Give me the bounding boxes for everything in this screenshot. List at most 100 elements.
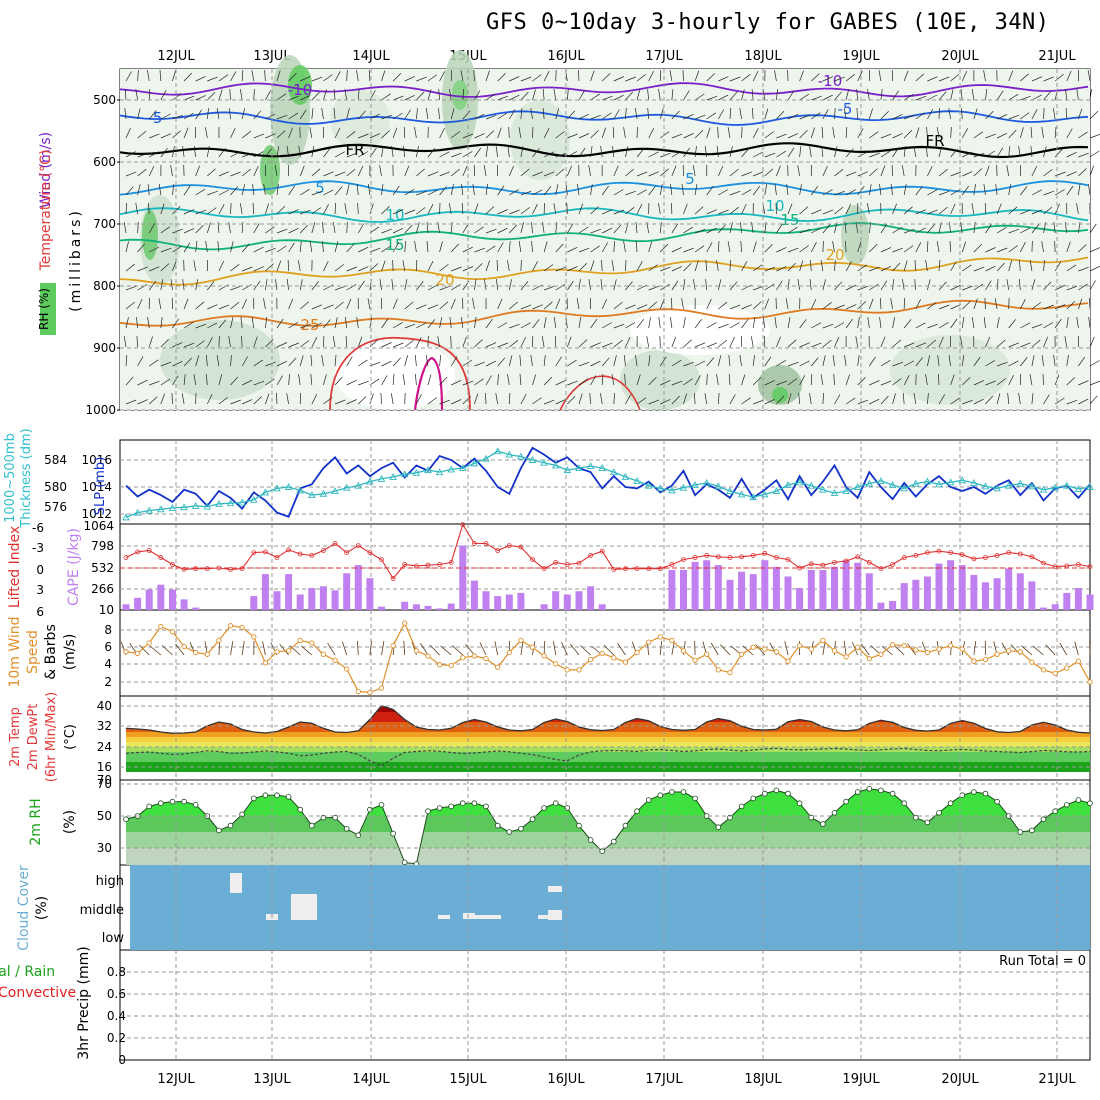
wind-barb <box>705 279 708 291</box>
thickness-point <box>633 476 641 484</box>
wind-barb <box>439 151 450 158</box>
wind-barb <box>962 285 973 291</box>
lifted-index-point <box>657 566 663 572</box>
wind-barb <box>729 107 732 120</box>
wind-barb <box>1089 336 1095 348</box>
thickness-point <box>470 459 479 467</box>
wind-barb <box>216 355 220 367</box>
wind-barb <box>485 375 492 386</box>
wind-barb <box>207 281 215 291</box>
wind-barb <box>948 355 951 367</box>
wind-barb <box>602 227 613 234</box>
wind-barb <box>555 379 566 386</box>
wind-barb <box>938 146 943 158</box>
wind-barb <box>263 298 266 310</box>
lifted-index-point <box>471 541 477 546</box>
wind-barb <box>869 131 879 139</box>
wind-barb <box>683 378 693 386</box>
wind-barb <box>913 393 917 405</box>
lifted-index-point <box>1017 551 1023 557</box>
wind-barb <box>1078 266 1089 272</box>
wind-barb-10m <box>241 641 245 656</box>
date-label-top: 20JUL <box>941 49 979 64</box>
thickness-point <box>273 484 281 492</box>
lifted-index-point <box>448 560 454 565</box>
wind-barb <box>288 127 293 139</box>
cloud-level-low: low <box>102 931 125 946</box>
thickness-point <box>551 461 560 469</box>
isotherm-line <box>119 256 1089 286</box>
rh-point <box>483 803 489 810</box>
wind-barb <box>125 376 134 386</box>
wind-barb <box>613 240 615 253</box>
wind-barb <box>950 126 952 139</box>
wind-barb <box>439 399 451 405</box>
wind-barb <box>857 399 869 405</box>
wind-barb <box>183 342 195 348</box>
thickness-point <box>342 483 351 491</box>
wind-barb <box>683 113 694 120</box>
thickness-point <box>250 495 258 503</box>
wind-barb <box>484 392 487 405</box>
wind-barb <box>810 373 813 386</box>
wind-barb <box>799 70 804 82</box>
wind-barb <box>172 260 177 272</box>
wind-barb <box>1066 70 1072 82</box>
wind-barb <box>125 317 129 329</box>
wind-barb <box>904 114 915 120</box>
rh-point <box>715 824 722 830</box>
wind-barb <box>904 360 915 367</box>
wind-barb <box>135 89 138 101</box>
wind-barb <box>381 114 392 120</box>
wind-barb <box>230 151 241 158</box>
wind-barb <box>462 336 467 348</box>
wind-barb <box>612 146 615 158</box>
wind-barb <box>253 165 259 177</box>
lifted-index-point <box>251 550 257 555</box>
wind-barb <box>253 396 263 405</box>
wind-barb <box>694 375 701 386</box>
wind-barb <box>694 184 698 196</box>
wind-barb <box>404 189 415 196</box>
wind-barb <box>834 259 836 272</box>
temp-tick: 32 <box>97 719 112 733</box>
wind-barb <box>451 266 462 272</box>
wind-barb <box>880 223 888 234</box>
wind-barb <box>1020 342 1031 348</box>
thickness-point <box>157 505 165 513</box>
wind-barb <box>160 247 172 253</box>
wind-barb <box>346 168 356 177</box>
lifted-index-point <box>204 566 210 572</box>
wind-speed-point <box>599 650 605 657</box>
lifted-index-point <box>1029 554 1035 560</box>
wind-barb <box>158 184 162 196</box>
wind-barb <box>297 260 301 272</box>
wind-barb <box>973 356 981 367</box>
wind-barb <box>1020 112 1030 120</box>
wind-barb <box>694 228 706 234</box>
wind-barb <box>253 223 260 234</box>
wind-barb <box>611 374 615 386</box>
wind-barb <box>462 359 473 367</box>
wind-barb <box>822 339 832 348</box>
lifted-index-point <box>228 567 233 572</box>
wind-barb <box>1043 76 1054 82</box>
wind-speed-point <box>262 660 269 666</box>
thickness-line <box>125 450 1091 519</box>
wind-barb <box>601 373 604 386</box>
wind-barb <box>845 304 857 310</box>
wind-barb <box>427 374 432 386</box>
wind-barb <box>532 319 540 329</box>
wind-barb <box>170 165 173 177</box>
wind-speed-point <box>1052 670 1058 676</box>
wind-barb <box>1066 301 1075 310</box>
lifted-index-point <box>901 555 907 560</box>
isotherm-label: 10 <box>385 206 404 224</box>
wind-barb <box>310 373 313 386</box>
wind-barb <box>148 88 151 101</box>
rh-point <box>355 832 362 838</box>
wind-barb-10m <box>569 643 580 656</box>
wind-barb <box>751 107 754 120</box>
wind-barb <box>1008 342 1020 348</box>
date-label-top: 14JUL <box>352 49 390 64</box>
